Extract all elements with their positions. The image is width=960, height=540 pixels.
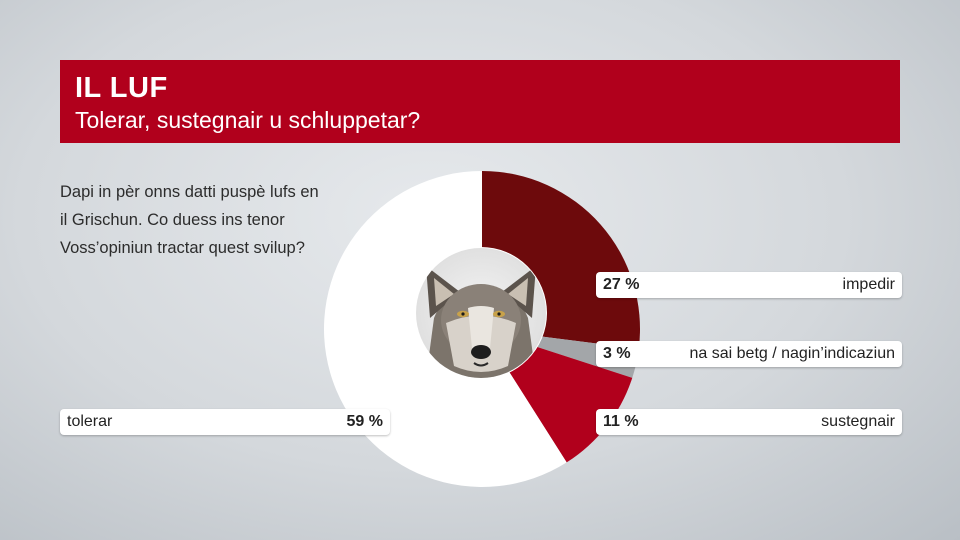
pct-tolerar: 59 % xyxy=(346,413,383,430)
chart-title: IL LUF xyxy=(75,72,168,104)
pct-na-sai-betg: 3 % xyxy=(603,345,631,362)
pct-impedir: 27 % xyxy=(603,276,640,293)
name-sustegnair: sustegnair xyxy=(821,413,895,430)
pct-sustegnair: 11 % xyxy=(603,413,639,430)
label-tolerar: tolerar 59 % xyxy=(60,409,390,435)
wolf-icon xyxy=(416,248,546,378)
chart-subtitle: Tolerar, sustegnair u schluppetar? xyxy=(75,107,421,133)
label-na-sai-betg: 3 % na sai betg / nagin’indicaziun xyxy=(596,341,902,367)
name-na-sai-betg: na sai betg / nagin’indicaziun xyxy=(689,345,895,362)
label-impedir: 27 % impedir xyxy=(596,272,902,298)
name-tolerar: tolerar xyxy=(67,413,113,430)
question-text: Dapi in pèr onns datti puspè lufs en il … xyxy=(60,183,319,257)
title-banner: IL LUF Tolerar, sustegnair u schluppetar… xyxy=(60,60,900,143)
label-sustegnair: 11 % sustegnair xyxy=(596,409,902,435)
name-impedir: impedir xyxy=(842,276,895,293)
